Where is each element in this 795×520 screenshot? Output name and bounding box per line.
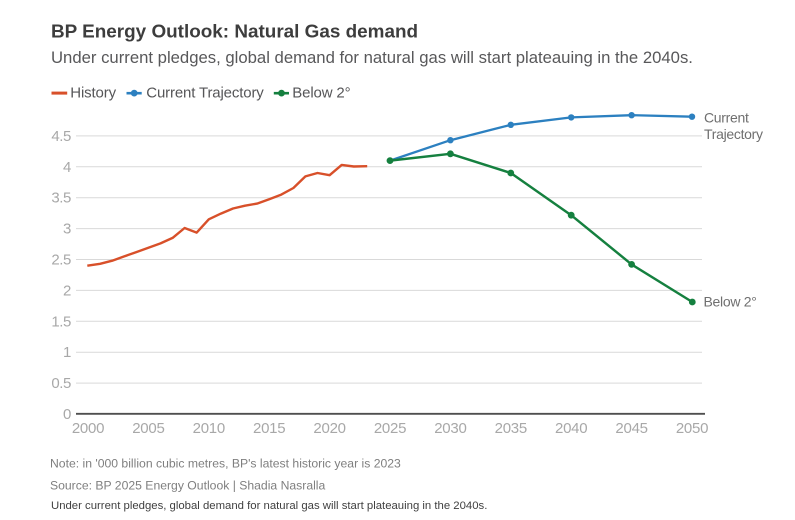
svg-text:2030: 2030 bbox=[434, 420, 466, 437]
svg-text:0: 0 bbox=[63, 406, 71, 423]
svg-text:2020: 2020 bbox=[313, 420, 345, 437]
svg-text:Trajectory: Trajectory bbox=[704, 126, 763, 142]
svg-text:Under current pledges, global: Under current pledges, global demand for… bbox=[51, 48, 693, 67]
svg-text:2025: 2025 bbox=[374, 420, 406, 437]
svg-text:Under current pledges, global: Under current pledges, global demand for… bbox=[51, 500, 487, 512]
svg-text:2.5: 2.5 bbox=[51, 252, 71, 269]
svg-text:0.5: 0.5 bbox=[51, 375, 71, 392]
svg-text:Below 2°: Below 2° bbox=[704, 294, 757, 310]
svg-text:Current Trajectory: Current Trajectory bbox=[146, 85, 264, 102]
svg-text:4.5: 4.5 bbox=[51, 128, 71, 145]
svg-text:4: 4 bbox=[63, 159, 71, 176]
svg-text:Below 2°: Below 2° bbox=[292, 85, 350, 102]
svg-text:2: 2 bbox=[63, 282, 71, 299]
svg-text:Current: Current bbox=[704, 110, 749, 126]
svg-text:Source: BP 2025 Energy Outlook: Source: BP 2025 Energy Outlook | Shadia … bbox=[50, 478, 326, 492]
svg-text:History: History bbox=[70, 85, 116, 102]
svg-text:2015: 2015 bbox=[253, 420, 285, 437]
svg-text:2000: 2000 bbox=[72, 420, 104, 437]
svg-text:3.5: 3.5 bbox=[51, 190, 71, 207]
svg-text:2040: 2040 bbox=[555, 420, 587, 437]
svg-text:1.5: 1.5 bbox=[51, 313, 71, 330]
svg-text:2010: 2010 bbox=[193, 420, 225, 437]
svg-text:BP Energy Outlook: Natural Gas: BP Energy Outlook: Natural Gas demand bbox=[51, 21, 418, 42]
svg-text:2050: 2050 bbox=[676, 420, 708, 437]
svg-text:3: 3 bbox=[63, 221, 71, 238]
svg-text:2045: 2045 bbox=[615, 420, 647, 437]
svg-text:1: 1 bbox=[63, 344, 71, 361]
svg-text:2035: 2035 bbox=[495, 420, 527, 437]
svg-text:Note: in '000 billion cubic me: Note: in '000 billion cubic metres, BP's… bbox=[50, 456, 401, 470]
svg-text:2005: 2005 bbox=[132, 420, 164, 437]
